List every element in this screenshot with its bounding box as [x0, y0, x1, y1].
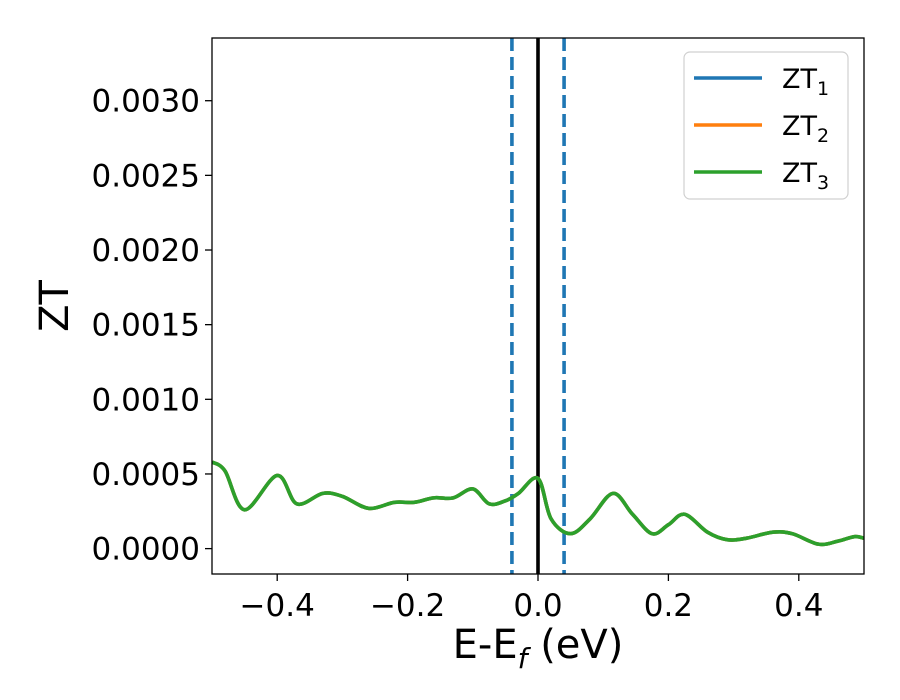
series-lines: [212, 460, 864, 547]
y-tick-label: 0.0020: [92, 233, 200, 269]
y-tick-label: 0.0030: [92, 84, 200, 120]
legend-label-zt1: ZT1: [782, 64, 829, 100]
legend-box: [683, 51, 849, 200]
legend-label-zt3: ZT3: [782, 158, 829, 194]
y-tick-label: 0.0010: [92, 382, 200, 418]
legend-label-zt2: ZT2: [782, 111, 829, 147]
y-tick-label: 0.0005: [92, 457, 200, 493]
x-tick-label: −0.4: [240, 588, 315, 624]
y-axis-title: ZT: [32, 280, 78, 332]
reference-lines: [510, 38, 566, 574]
y-axis: 0.0000 0.0005 0.0010 0.0015 0.0020 0.0025 0.00…: [92, 84, 212, 568]
y-tick-label: 0.0025: [92, 158, 200, 194]
x-axis: −0.4 −0.2 0.0 0.2 0.4: [240, 574, 823, 624]
y-tick-label: 0.0000: [92, 532, 200, 568]
x-tick-label: 0.4: [774, 588, 823, 624]
legend: ZT1 ZT2 ZT3: [683, 51, 849, 200]
x-tick-label: 0.2: [644, 588, 693, 624]
x-tick-label: −0.2: [370, 588, 445, 624]
x-axis-title: E-Ef (eV): [453, 622, 624, 675]
series-line-zt3: [212, 460, 864, 547]
y-tick-label: 0.0015: [92, 308, 200, 344]
x-tick-label: 0.0: [513, 588, 562, 624]
